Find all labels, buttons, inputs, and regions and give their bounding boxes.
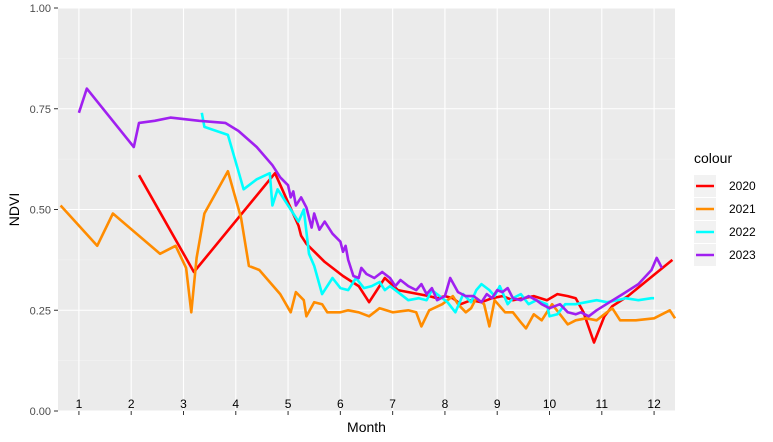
month-label: 5: [285, 397, 292, 411]
y-tick-label: 1.00: [30, 3, 51, 15]
month-label: 1: [76, 397, 83, 411]
month-label: 4: [232, 397, 239, 411]
legend-label-2023: 2023: [729, 248, 756, 262]
y-tick-label: 0.00: [30, 406, 51, 418]
legend-title: colour: [694, 150, 732, 166]
grid-lines: [58, 7, 675, 412]
month-label: 6: [337, 397, 344, 411]
month-labels: 1 2 3 4 5 6 7 8 9 10 11 12: [76, 397, 662, 411]
series-line-2021: [59, 169, 677, 330]
y-axis-title: NDVI: [6, 193, 22, 226]
month-label: 2: [128, 397, 135, 411]
series-lines: [59, 87, 677, 344]
legend: colour 2020 2021 2022 2023: [694, 150, 756, 266]
y-tick-label: 0.50: [30, 205, 51, 217]
month-label: 10: [543, 397, 557, 411]
month-label: 8: [442, 397, 449, 411]
month-label: 9: [494, 397, 501, 411]
y-tick-label: 0.25: [30, 305, 51, 317]
legend-label-2022: 2022: [729, 225, 756, 239]
legend-label-2021: 2021: [729, 202, 756, 216]
series-line-2023: [77, 87, 664, 318]
legend-label-2020: 2020: [729, 179, 756, 193]
month-label: 12: [647, 397, 661, 411]
month-label: 7: [389, 397, 396, 411]
x-axis-title: Month: [347, 419, 386, 435]
y-tick-label: 0.75: [30, 104, 51, 116]
month-label: 3: [180, 397, 187, 411]
month-label: 11: [596, 397, 609, 411]
axes: 0.00 0.25 0.50 0.75 1.00: [30, 3, 655, 418]
